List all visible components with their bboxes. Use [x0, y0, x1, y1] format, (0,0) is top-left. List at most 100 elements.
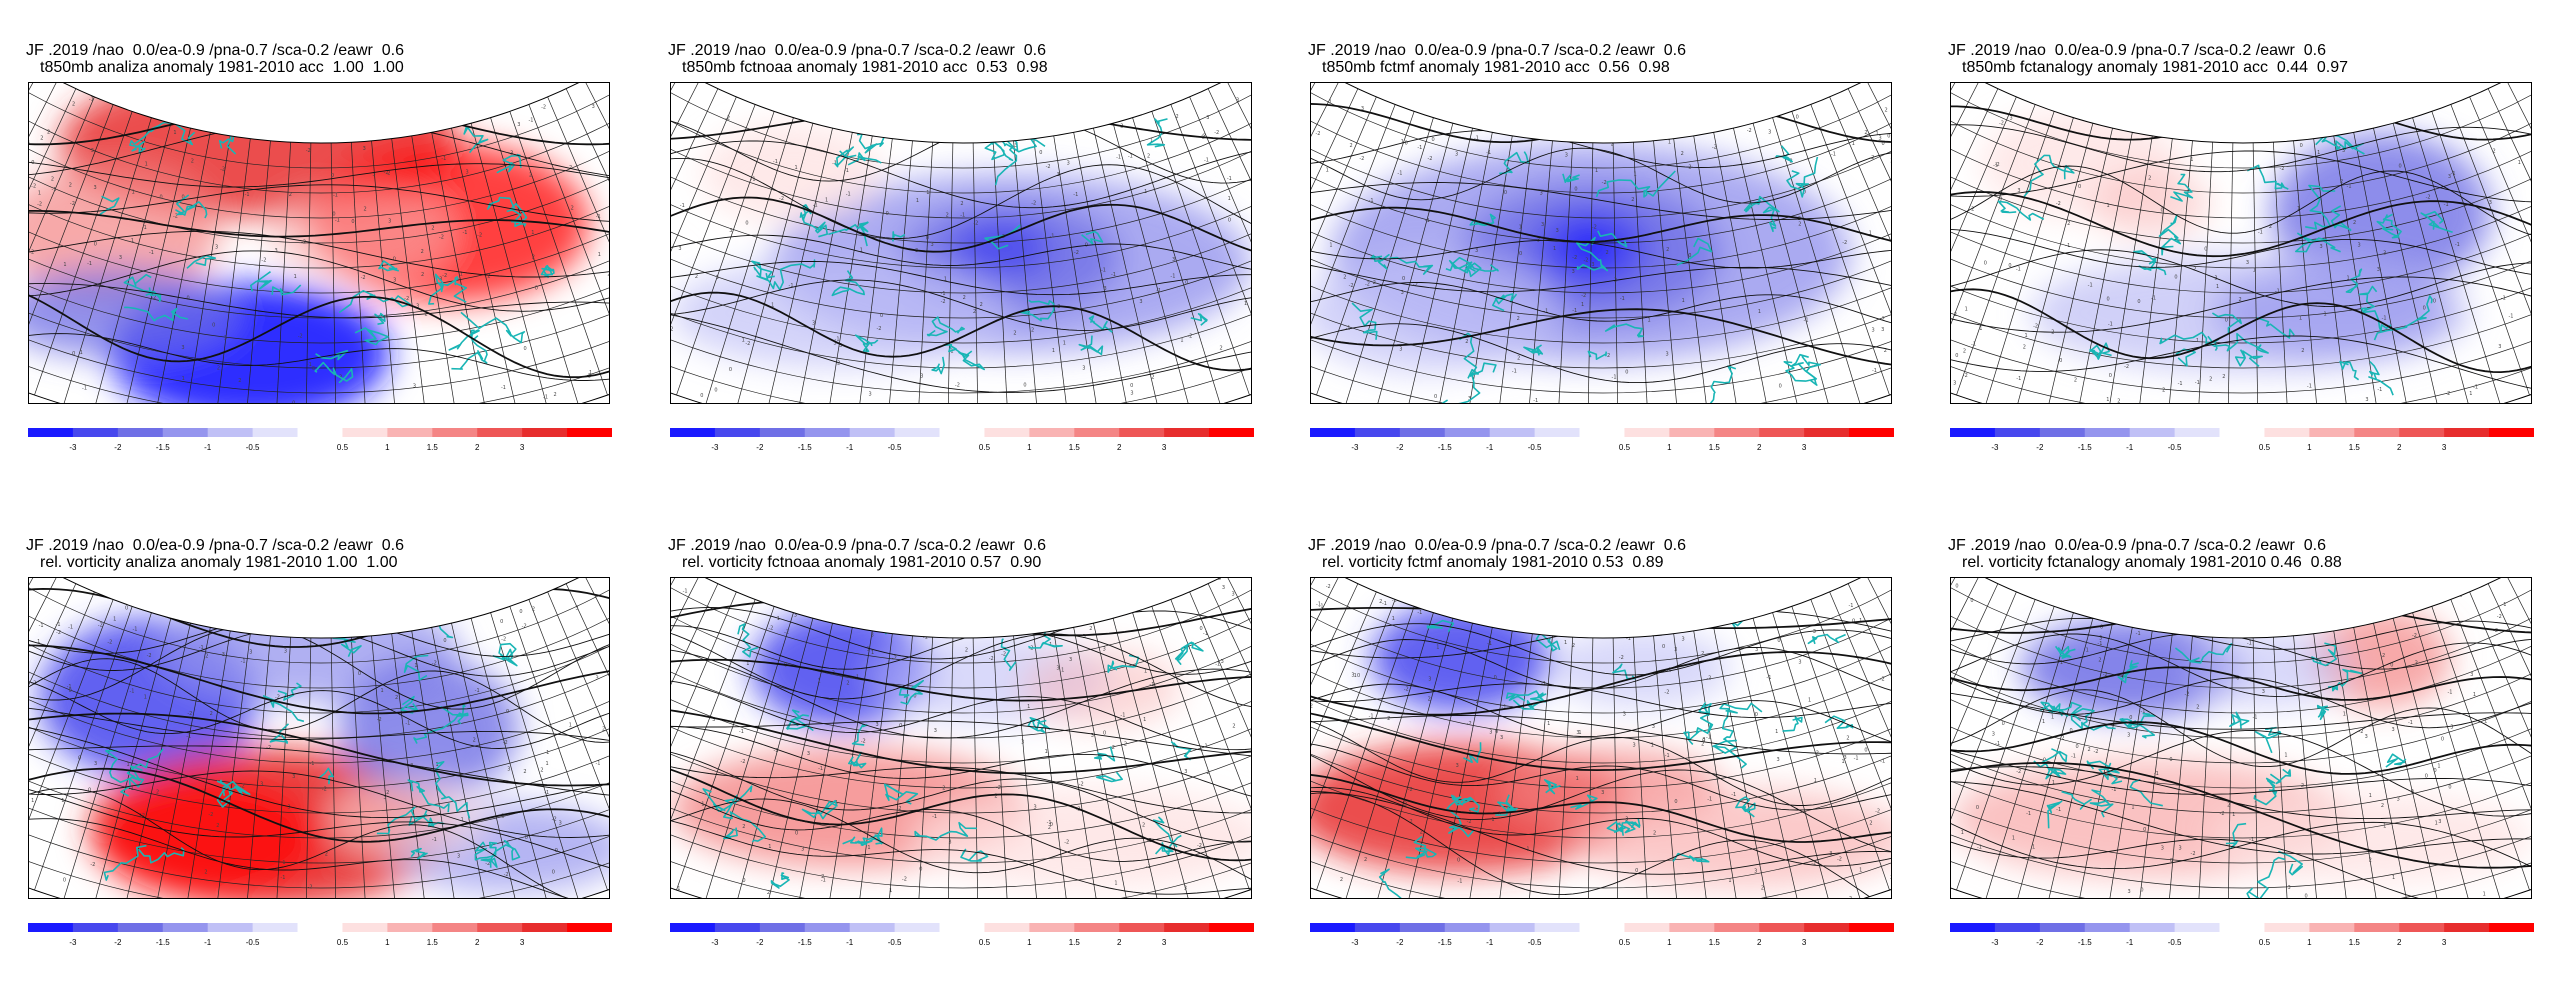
- svg-text:0: 0: [1887, 133, 1890, 139]
- svg-text:-2: -2: [2184, 691, 2189, 697]
- svg-text:-1: -1: [1425, 218, 1430, 224]
- svg-text:2: 2: [2381, 803, 2384, 809]
- svg-text:0: 0: [1674, 799, 1677, 805]
- svg-text:1: 1: [2503, 602, 2506, 608]
- svg-text:1: 1: [1547, 721, 1550, 727]
- svg-text:0: 0: [519, 609, 522, 615]
- colorbar-label: -1: [1486, 443, 1494, 452]
- svg-text:3: 3: [292, 774, 295, 780]
- svg-text:0: 0: [351, 219, 354, 225]
- svg-text:2: 2: [40, 136, 43, 142]
- colorbar-swatch: [1950, 923, 1995, 932]
- svg-text:1: 1: [2483, 891, 2486, 897]
- svg-text:-2: -2: [1359, 156, 1364, 162]
- colorbar-swatch: [2085, 428, 2130, 437]
- svg-text:-2: -2: [522, 623, 527, 629]
- colorbar-swatch: [208, 428, 253, 437]
- colorbar-swatch: [2309, 923, 2354, 932]
- colorbar-label: -2: [114, 443, 122, 452]
- svg-text:1: 1: [1775, 729, 1778, 735]
- svg-text:-2: -2: [503, 740, 508, 746]
- colorbar-label: 3: [520, 938, 525, 947]
- svg-text:-1: -1: [2056, 807, 2061, 813]
- anomaly-area: [99, 778, 319, 898]
- colorbar-label: -3: [1351, 938, 1359, 947]
- svg-text:2: 2: [2051, 330, 2054, 336]
- svg-text:3: 3: [1591, 262, 1594, 268]
- colorbar-label: -1: [2126, 938, 2134, 947]
- svg-text:3: 3: [1130, 390, 1133, 396]
- svg-text:0: 0: [2076, 744, 2079, 750]
- map-panel: JF .2019 /nao 0.0/ea-0.9 /pna-0.7 /sca-0…: [660, 537, 1260, 997]
- svg-text:2: 2: [540, 767, 543, 773]
- svg-text:3: 3: [2009, 116, 2012, 122]
- colorbar-label: -0.5: [246, 443, 260, 452]
- svg-text:1: 1: [2369, 793, 2372, 799]
- svg-text:2: 2: [742, 824, 745, 830]
- svg-text:3: 3: [869, 391, 872, 397]
- svg-text:3: 3: [1633, 742, 1636, 748]
- colorbar-label: -1.5: [1438, 938, 1452, 947]
- svg-text:1: 1: [1061, 668, 1064, 674]
- svg-text:-1: -1: [1533, 398, 1538, 404]
- svg-text:2: 2: [238, 378, 241, 384]
- svg-text:3: 3: [1103, 647, 1106, 653]
- svg-text:-1: -1: [1170, 273, 1175, 279]
- svg-text:2: 2: [1373, 280, 1376, 286]
- colorbar-swatch: [984, 923, 1029, 932]
- svg-text:-2: -2: [1467, 819, 1472, 825]
- svg-text:2: 2: [1112, 745, 1115, 751]
- svg-text:0: 0: [2174, 274, 2177, 280]
- svg-text:-2: -2: [1187, 334, 1192, 340]
- panel-title-line2: t850mb analiza anomaly 1981-2010 acc 1.0…: [40, 59, 404, 76]
- colorbar-swatch: [1804, 923, 1849, 932]
- svg-text:1: 1: [2216, 284, 2219, 290]
- svg-text:2: 2: [2227, 803, 2230, 809]
- svg-text:1: 1: [132, 189, 135, 195]
- svg-text:0: 0: [1357, 673, 1360, 679]
- svg-text:-1: -1: [2508, 314, 2513, 320]
- map-frame: 0-1-1012-1121-2-210-230-1-12-2323-11-2-1…: [1310, 82, 1892, 404]
- colorbar-label: 1.5: [1069, 443, 1081, 452]
- svg-text:2: 2: [1176, 114, 1179, 120]
- svg-text:0: 0: [506, 709, 509, 715]
- colorbar-label: 0.5: [979, 443, 991, 452]
- svg-text:-2: -2: [220, 166, 225, 172]
- colorbar-label: 0.5: [1619, 443, 1631, 452]
- svg-text:3: 3: [1033, 805, 1036, 811]
- svg-text:2: 2: [1890, 875, 1892, 881]
- svg-text:-2: -2: [1712, 145, 1717, 151]
- svg-text:-2: -2: [1602, 180, 1607, 186]
- svg-text:0: 0: [2433, 768, 2436, 774]
- svg-text:3: 3: [1576, 730, 1579, 736]
- svg-text:-1: -1: [1203, 631, 1208, 637]
- svg-text:3: 3: [592, 104, 595, 110]
- svg-text:-1: -1: [87, 261, 92, 267]
- svg-text:2: 2: [1387, 716, 1390, 722]
- svg-text:3: 3: [2127, 732, 2130, 738]
- colorbar-label: -1.5: [2078, 938, 2092, 947]
- svg-text:-1: -1: [129, 688, 134, 694]
- svg-text:2: 2: [532, 254, 535, 260]
- svg-text:3: 3: [29, 140, 30, 146]
- svg-text:2: 2: [1013, 330, 1016, 336]
- anomaly-area: [329, 778, 489, 858]
- svg-text:3: 3: [2357, 242, 2360, 248]
- svg-text:2: 2: [2148, 175, 2151, 181]
- svg-text:-2: -2: [266, 745, 271, 751]
- svg-text:0: 0: [2300, 143, 2303, 149]
- svg-text:3: 3: [1844, 755, 1847, 761]
- svg-text:1: 1: [1436, 644, 1439, 650]
- anomaly-area: [701, 123, 881, 223]
- svg-text:1: 1: [380, 688, 383, 694]
- colorbar-swatch: [1074, 428, 1119, 437]
- anomaly-map: 0-1-1012-1121-2-210-230-1-12-2323-11-2-1…: [1311, 83, 1892, 404]
- map-panel: JF .2019 /nao 0.0/ea-0.9 /pna-0.7 /sca-0…: [1300, 537, 1900, 997]
- svg-text:-1: -1: [1116, 155, 1121, 161]
- svg-text:3: 3: [2392, 727, 2395, 733]
- svg-text:-2: -2: [1583, 257, 1588, 263]
- svg-text:1: 1: [414, 663, 417, 669]
- panel-title-line1: JF .2019 /nao 0.0/ea-0.9 /pna-0.7 /sca-0…: [668, 42, 1046, 59]
- svg-text:2: 2: [210, 711, 213, 717]
- svg-text:-2: -2: [2412, 633, 2417, 639]
